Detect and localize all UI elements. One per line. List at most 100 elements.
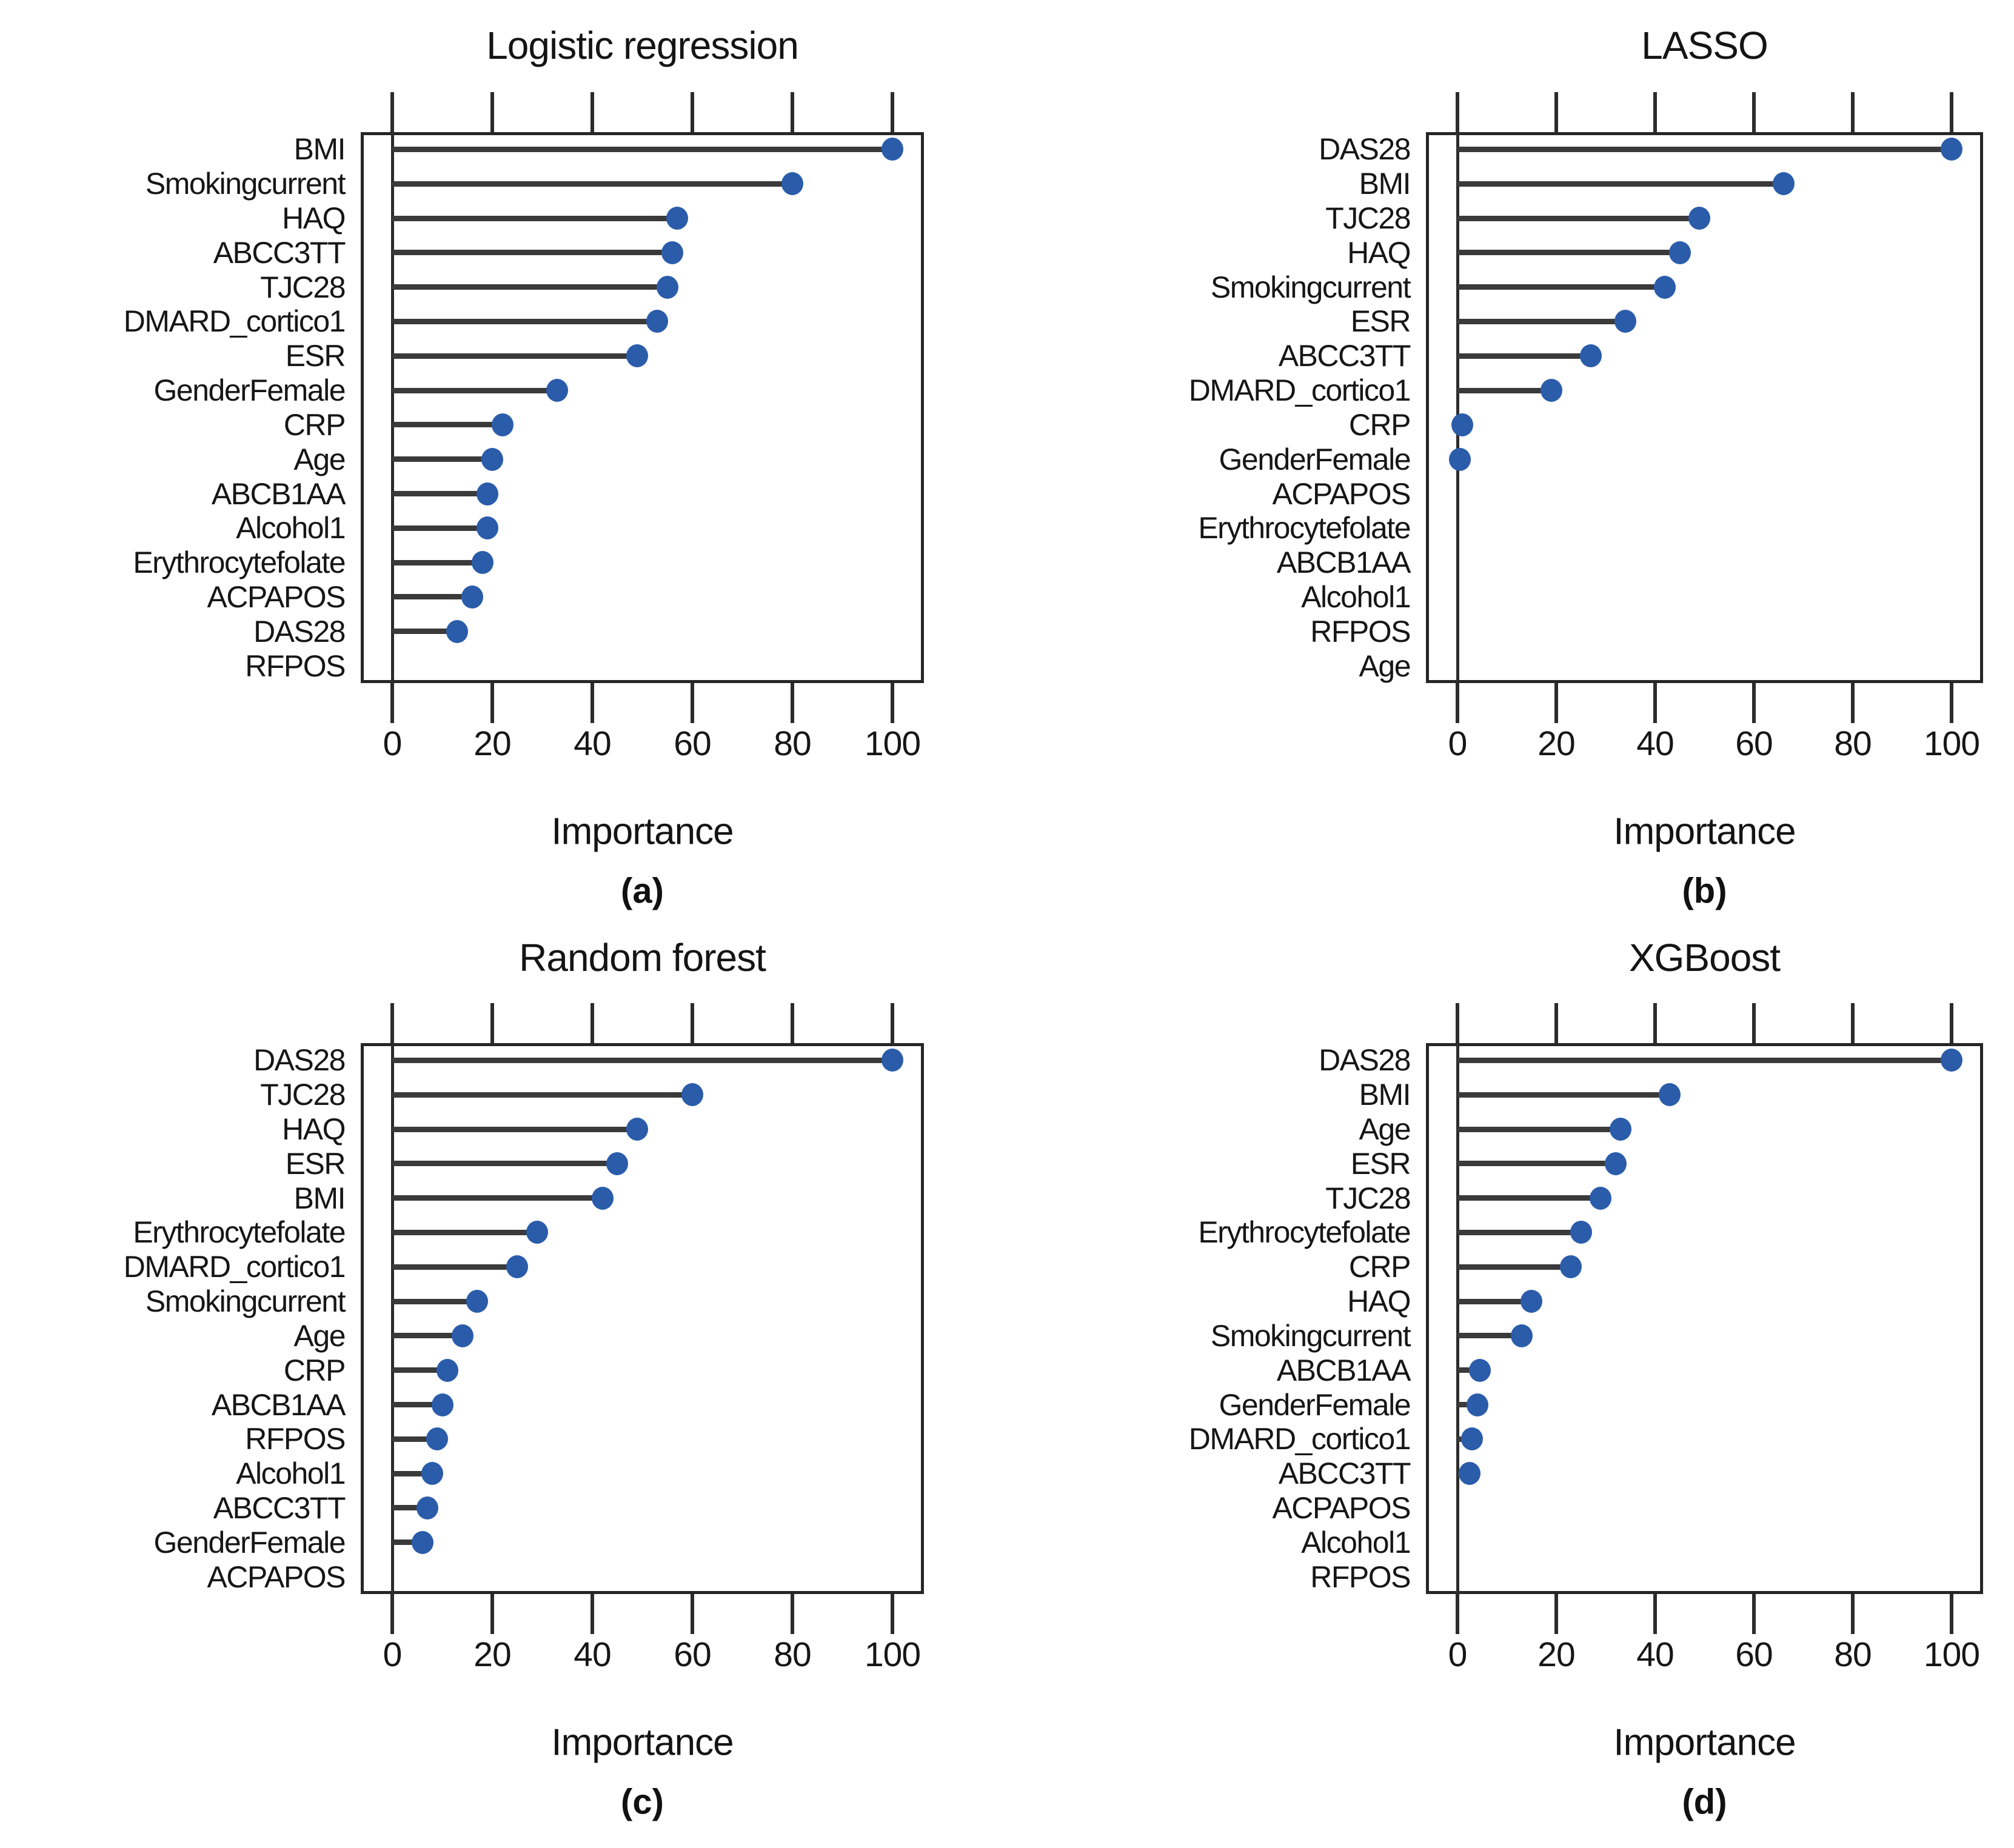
lollipop-stem xyxy=(1457,1229,1581,1235)
x-axis-tick-bottom xyxy=(891,683,894,723)
x-tick-label: 0 xyxy=(383,724,403,763)
data-point-dot xyxy=(461,585,483,609)
y-axis-label: TJC28 xyxy=(260,270,346,304)
lollipop-stem xyxy=(1457,1126,1621,1132)
data-point-dot xyxy=(1570,1221,1592,1244)
lollipop-stem xyxy=(1457,284,1665,290)
lollipop-stem xyxy=(1457,1057,1952,1063)
y-axis-label: Alcohol1 xyxy=(1301,579,1411,614)
y-axis-label: TJC28 xyxy=(260,1078,346,1112)
lollipop-stem xyxy=(392,146,892,152)
x-tick-label: 80 xyxy=(1834,724,1872,763)
data-point-dot xyxy=(426,1427,449,1451)
y-axis-label: DMARD_cortico1 xyxy=(1188,373,1411,408)
lollipop-stem xyxy=(1457,1298,1532,1304)
data-point-dot xyxy=(1461,1427,1484,1451)
x-tick-label: 40 xyxy=(574,1635,611,1674)
lollipop-stem xyxy=(392,629,458,635)
x-axis-tick-top xyxy=(390,1003,394,1043)
lollipop-stem xyxy=(392,284,667,290)
data-point-dot xyxy=(1604,1152,1627,1175)
y-axis-label: Age xyxy=(1359,1112,1411,1147)
x-axis-tick-top xyxy=(490,1003,494,1043)
y-axis-label: DAS28 xyxy=(253,614,346,649)
y-axis-label: Smokingcurrent xyxy=(1210,270,1411,304)
chart-title: Logistic regression xyxy=(486,24,799,67)
y-axis-label: Erythrocytefolate xyxy=(133,545,346,580)
y-axis-label: ACPAPOS xyxy=(207,579,346,614)
data-point-dot xyxy=(481,447,503,471)
y-axis-label: Smokingcurrent xyxy=(145,167,346,201)
y-axis-label: Alcohol1 xyxy=(236,1456,346,1491)
y-axis-label: Erythrocytefolate xyxy=(1198,1215,1411,1250)
lollipop-stem xyxy=(1457,1264,1571,1270)
x-axis-tick-bottom xyxy=(1554,1594,1558,1634)
x-axis-tick-top xyxy=(1950,92,1953,132)
x-axis-tick-bottom xyxy=(1554,683,1558,723)
chart-title: Random forest xyxy=(519,936,766,979)
y-axis-label: ESR xyxy=(1350,304,1411,339)
y-axis-label: Smokingcurrent xyxy=(1210,1318,1411,1353)
x-tick-label: 20 xyxy=(1537,1635,1575,1674)
x-axis-tick-bottom xyxy=(1456,683,1459,723)
data-point-dot xyxy=(436,1358,458,1382)
x-axis-tick-bottom xyxy=(1851,683,1855,723)
x-axis-tick-bottom xyxy=(1950,683,1953,723)
lollipop-stem xyxy=(392,456,492,462)
x-axis-tick-top xyxy=(590,92,594,132)
data-point-dot xyxy=(1941,1049,1962,1072)
x-tick-label: 80 xyxy=(774,1635,811,1674)
x-axis-tick-bottom xyxy=(1752,683,1756,723)
x-axis-tick-bottom xyxy=(590,1594,594,1634)
lollipop-stem xyxy=(1457,387,1551,393)
lollipop-stem xyxy=(392,525,487,531)
x-tick-label: 20 xyxy=(473,1635,511,1674)
x-axis-tick-top xyxy=(1653,1003,1657,1043)
data-point-dot xyxy=(1668,241,1691,264)
lollipop-stem xyxy=(1457,1161,1616,1167)
x-axis-tick-top xyxy=(691,92,694,132)
y-axis-label: HAQ xyxy=(1347,1284,1411,1319)
y-axis-label: CRP xyxy=(1348,407,1411,442)
data-point-dot xyxy=(1468,1358,1491,1382)
y-axis-label: ESR xyxy=(285,339,346,373)
x-axis-tick-top xyxy=(1554,1003,1558,1043)
x-axis-tick-bottom xyxy=(791,1594,794,1634)
lollipop-stem xyxy=(1457,353,1591,359)
x-axis-tick-bottom xyxy=(390,1594,394,1634)
y-axis-label: RFPOS xyxy=(1310,614,1411,649)
lollipop-stem xyxy=(1457,318,1626,324)
data-point-dot xyxy=(1466,1393,1488,1416)
data-point-dot xyxy=(882,138,903,161)
data-point-dot xyxy=(661,241,683,264)
y-axis-label: HAQ xyxy=(282,201,346,236)
data-point-dot xyxy=(1510,1324,1533,1347)
x-axis-title: Importance xyxy=(551,810,734,853)
y-axis-label: ABCC3TT xyxy=(1278,1456,1411,1491)
y-axis-label: GenderFemale xyxy=(1219,442,1411,476)
x-tick-label: 60 xyxy=(674,724,711,763)
y-axis-label: HAQ xyxy=(1347,235,1411,270)
x-tick-label: 100 xyxy=(864,1635,921,1674)
chart-title: LASSO xyxy=(1641,24,1768,67)
panel-caption: (b) xyxy=(1682,871,1727,911)
data-point-dot xyxy=(476,516,498,540)
x-axis-tick-bottom xyxy=(490,683,494,723)
x-tick-label: 40 xyxy=(1636,724,1674,763)
x-axis-tick-bottom xyxy=(590,683,594,723)
x-axis-title: Importance xyxy=(551,1721,734,1764)
data-point-dot xyxy=(451,1324,473,1347)
data-point-dot xyxy=(1521,1290,1543,1313)
lollipop-stem xyxy=(392,387,558,393)
zero-axis-line xyxy=(1456,132,1459,683)
lollipop-stem xyxy=(392,250,672,256)
y-axis-label: DMARD_cortico1 xyxy=(123,304,346,339)
data-point-dot xyxy=(626,344,649,368)
x-tick-label: 0 xyxy=(383,1635,403,1674)
lollipop-stem xyxy=(392,1436,438,1442)
zero-axis-line xyxy=(391,132,394,683)
lollipop-stem xyxy=(392,1229,538,1235)
lollipop-stem xyxy=(1457,1333,1522,1339)
x-tick-label: 20 xyxy=(1537,724,1575,763)
